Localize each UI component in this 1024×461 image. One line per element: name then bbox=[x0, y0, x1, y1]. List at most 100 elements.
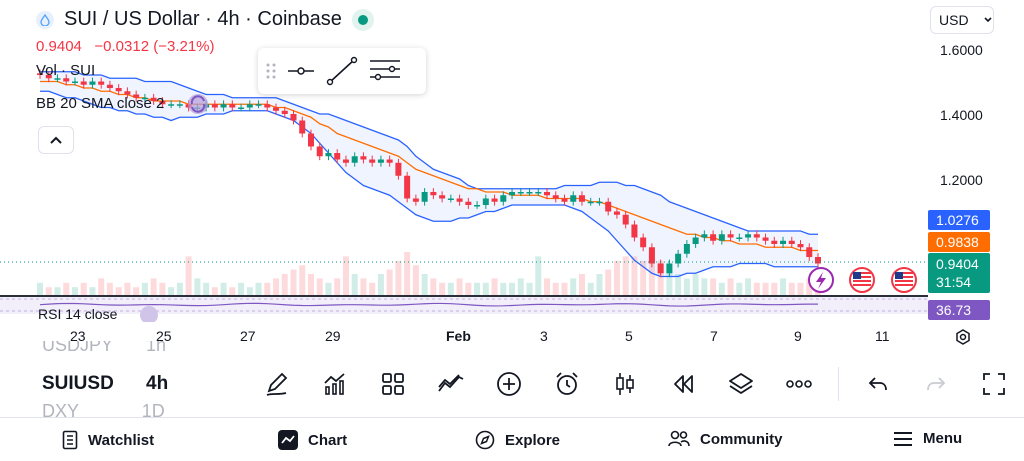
market-status-icon[interactable] bbox=[351, 8, 374, 31]
candle-body bbox=[552, 195, 559, 199]
candle-body bbox=[133, 94, 140, 98]
event-us-flag-icon[interactable] bbox=[849, 267, 875, 293]
indicators-button[interactable] bbox=[306, 365, 364, 403]
time-tick: 11 bbox=[875, 328, 890, 344]
time-axis[interactable]: 23 25 27 29 Feb 3 5 7 9 11 bbox=[0, 322, 1024, 352]
volume-bar bbox=[351, 274, 358, 296]
volume-bar bbox=[98, 278, 105, 296]
chart-icon bbox=[278, 430, 298, 450]
nav-menu-label: Menu bbox=[923, 430, 963, 447]
candle-body bbox=[657, 263, 664, 274]
candle-body bbox=[771, 240, 778, 244]
volume-bar bbox=[220, 282, 227, 296]
rsi-legend[interactable]: RSI 14 close bbox=[38, 306, 118, 322]
bottom-toolbar bbox=[248, 365, 1023, 403]
candle-body bbox=[578, 195, 585, 202]
volume-bar bbox=[657, 260, 664, 296]
candle-body bbox=[273, 107, 280, 111]
chart-settings-icon[interactable] bbox=[954, 328, 972, 346]
volume-bar bbox=[124, 282, 131, 296]
nav-watchlist[interactable]: Watchlist bbox=[62, 430, 154, 450]
volume-bar bbox=[509, 282, 516, 296]
volume-bar bbox=[255, 282, 262, 296]
candle-body bbox=[788, 240, 795, 244]
drag-handle-icon[interactable] bbox=[266, 62, 276, 80]
rsi-replay-icon[interactable] bbox=[140, 306, 158, 324]
collapse-legend-button[interactable] bbox=[38, 126, 74, 154]
prev-symbol[interactable]: USDJPY 1h bbox=[42, 341, 166, 359]
currency-select[interactable]: USD bbox=[930, 6, 994, 34]
next-symbol-name: DXY bbox=[42, 401, 79, 417]
prev-symbol-name: USDJPY bbox=[42, 341, 114, 355]
draw-button[interactable] bbox=[248, 365, 306, 403]
symbol-title[interactable]: SUI / US Dollar · 4h · Coinbase bbox=[64, 8, 342, 30]
bb-basis-badge: 0.9838 bbox=[928, 232, 990, 252]
time-tick: 9 bbox=[794, 328, 802, 344]
bollinger-legend[interactable]: BB 20 SMA close 2 bbox=[36, 95, 165, 112]
horizontal-line-icon[interactable] bbox=[286, 61, 316, 81]
candle-body bbox=[307, 133, 314, 147]
compare-button[interactable] bbox=[422, 365, 480, 403]
volume-bar bbox=[54, 287, 61, 296]
event-us-flag-icon-2[interactable] bbox=[891, 267, 917, 293]
undo-button[interactable] bbox=[849, 365, 907, 403]
volume-bar bbox=[552, 282, 559, 296]
candle-body bbox=[141, 97, 148, 100]
volume-bar bbox=[238, 282, 245, 296]
time-tick: 5 bbox=[625, 328, 633, 344]
replay-button[interactable] bbox=[654, 365, 712, 403]
hamburger-icon bbox=[894, 431, 912, 446]
redo-button[interactable] bbox=[907, 365, 965, 403]
price-chart[interactable] bbox=[0, 0, 1024, 324]
pencil-icon bbox=[266, 372, 288, 396]
nav-explore-label: Explore bbox=[505, 431, 561, 449]
nav-chart[interactable]: Chart bbox=[278, 430, 347, 450]
nav-menu[interactable]: Menu bbox=[893, 430, 962, 447]
current-symbol[interactable]: SUIUSD bbox=[42, 373, 114, 394]
candle-body bbox=[71, 81, 78, 83]
volume-bar bbox=[613, 260, 620, 296]
candle-body bbox=[631, 224, 638, 238]
last-price-value: 0.9404 bbox=[936, 256, 979, 272]
volume-bar bbox=[500, 282, 507, 296]
compass-icon bbox=[475, 430, 495, 450]
volume-bar bbox=[342, 256, 349, 296]
nav-community[interactable]: Community bbox=[668, 430, 783, 448]
objects-button[interactable] bbox=[712, 365, 770, 403]
fullscreen-button[interactable] bbox=[965, 365, 1023, 403]
candle-body bbox=[622, 214, 629, 225]
volume-bar bbox=[211, 287, 218, 296]
candle-body bbox=[718, 234, 725, 241]
replay-circle-icon[interactable] bbox=[188, 94, 208, 114]
chevron-up-icon bbox=[50, 136, 62, 144]
candle-body bbox=[753, 234, 760, 238]
candle-body bbox=[815, 257, 821, 264]
nav-explore[interactable]: Explore bbox=[475, 430, 560, 450]
add-button[interactable] bbox=[480, 365, 538, 403]
parallel-lines-icon[interactable] bbox=[368, 57, 402, 85]
alert-button[interactable] bbox=[538, 365, 596, 403]
layouts-button[interactable] bbox=[364, 365, 422, 403]
drawing-toolbar bbox=[258, 48, 426, 94]
bb-upper-line bbox=[40, 71, 818, 235]
volume-bar bbox=[780, 278, 787, 296]
volume-bar bbox=[89, 287, 96, 296]
volume-legend[interactable]: Vol · SUI bbox=[36, 62, 96, 79]
event-lightning-icon[interactable] bbox=[808, 267, 834, 293]
chevron-down-icon bbox=[983, 17, 992, 23]
chart-type-button[interactable] bbox=[596, 365, 654, 403]
next-symbol[interactable]: DXY 1D bbox=[42, 401, 165, 417]
current-timeframe[interactable]: 4h bbox=[146, 373, 169, 394]
chart-area[interactable] bbox=[0, 0, 1024, 324]
candle-body bbox=[675, 253, 682, 264]
candle-body bbox=[45, 75, 52, 79]
bar-countdown: 31:54 bbox=[936, 274, 972, 290]
volume-bar bbox=[369, 282, 376, 296]
time-tick: 27 bbox=[240, 328, 256, 344]
bb-basis-line bbox=[40, 80, 818, 252]
volume-bar bbox=[307, 274, 314, 296]
candle-body bbox=[299, 120, 306, 134]
more-button[interactable] bbox=[770, 365, 828, 403]
volume-bar bbox=[264, 282, 271, 296]
trend-line-icon[interactable] bbox=[326, 56, 358, 86]
